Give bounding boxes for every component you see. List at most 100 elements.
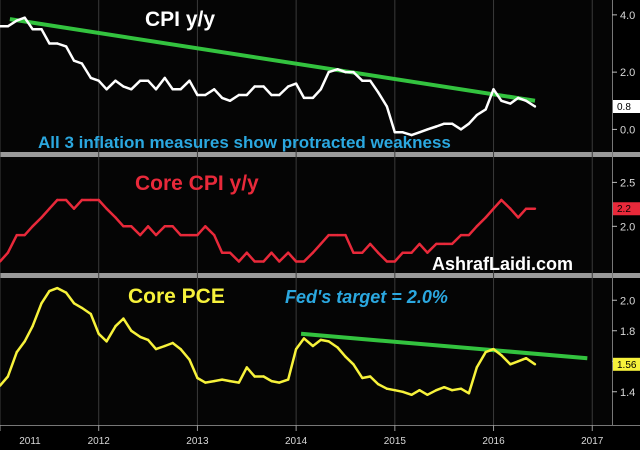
cpi-point: [517, 96, 520, 100]
cpi-point: [56, 42, 59, 45]
core-pce-point: [154, 347, 158, 351]
core-pce-point: [524, 357, 528, 360]
cpi-point: [426, 128, 429, 131]
cpi-ytick-label: 4.0: [620, 10, 635, 22]
core-cpi-point: [270, 251, 273, 254]
core-cpi-point: [72, 207, 76, 210]
core-cpi-point: [517, 216, 520, 219]
core-cpi-point: [509, 207, 512, 210]
panel-separator: [0, 273, 640, 278]
cpi-point: [122, 85, 125, 88]
cpi-point: [278, 93, 281, 97]
cpi-point: [533, 105, 537, 108]
cpi-last-value-box: [613, 100, 640, 113]
x-tick-label: 2013: [186, 436, 209, 447]
x-tick-label: 2017: [581, 436, 604, 447]
core-pce-point: [475, 366, 478, 369]
cpi-point: [245, 93, 248, 97]
cpi-point: [475, 113, 478, 117]
core-cpi-point: [484, 216, 487, 219]
cpi-point: [401, 131, 404, 134]
cpi-point: [450, 122, 454, 125]
core-cpi-point: [475, 225, 478, 228]
core-cpi-point: [31, 225, 34, 228]
cpi-title: CPI y/y: [145, 8, 215, 31]
core-pce-point: [80, 306, 84, 310]
core-pce-point: [533, 363, 537, 366]
core-cpi-point: [376, 251, 380, 254]
core-pce-point: [220, 378, 224, 381]
core-cpi-point: [237, 260, 241, 263]
core-pce-point: [163, 344, 166, 348]
cpi-point: [287, 85, 290, 88]
core-cpi-point: [163, 225, 166, 228]
core-pce-point: [393, 389, 396, 392]
core-cpi-point: [130, 225, 133, 228]
core-pce-point: [122, 317, 125, 320]
cpi-point: [130, 88, 133, 91]
cpi-point: [64, 45, 68, 48]
core-pce-point: [270, 379, 273, 383]
core-cpi-y-axis: 2.5 2.0: [612, 177, 635, 233]
cpi-ytick-label: 2.0: [620, 67, 635, 79]
cpi-chart: 4.0 2.0 0.0 CPI y/y All 3 inflation measur…: [0, 8, 640, 152]
cpi-point: [418, 131, 421, 134]
core-pce-point: [294, 347, 298, 351]
cpi-point: [40, 28, 43, 31]
core-cpi-point: [6, 251, 10, 254]
core-pce-point: [336, 346, 339, 349]
cpi-point: [204, 93, 207, 97]
core-pce-point: [418, 389, 421, 392]
panel-separator: [0, 152, 640, 157]
core-cpi-panel: [0, 157, 612, 273]
core-cpi-point: [188, 233, 191, 237]
core-cpi-ytick-label: 2.5: [620, 177, 635, 189]
core-pce-point: [352, 363, 355, 366]
core-pce-point: [327, 340, 330, 343]
core-cpi-point: [352, 251, 355, 254]
cpi-point: [89, 76, 93, 80]
cpi-point: [48, 42, 51, 45]
cpi-panel: [0, 0, 612, 152]
core-pce-last-value: 1.56: [617, 360, 637, 371]
core-cpi-point: [228, 251, 232, 254]
x-axis: 2011 2012 2013 2014 2015 2016 2017: [0, 425, 604, 447]
cpi-point: [97, 79, 100, 82]
core-cpi-point: [139, 233, 142, 237]
core-cpi-point: [426, 251, 429, 254]
x-tick-label: 2011: [19, 436, 41, 447]
cpi-point: [237, 93, 241, 97]
cpi-point: [459, 128, 463, 131]
core-cpi-data-points: [0, 198, 537, 263]
core-cpi-point: [23, 233, 26, 237]
core-cpi-point: [319, 242, 322, 246]
cpi-point: [196, 93, 199, 97]
core-cpi-point: [369, 242, 372, 246]
core-pce-point: [64, 291, 68, 294]
core-cpi-point: [114, 216, 117, 219]
cpi-point: [435, 125, 438, 128]
core-pce-point: [376, 382, 380, 386]
cpi-point: [467, 122, 471, 125]
core-cpi-point: [122, 225, 125, 228]
core-pce-point: [278, 381, 281, 384]
core-cpi-point: [450, 242, 454, 246]
core-cpi-point: [492, 207, 495, 210]
cpi-point: [146, 79, 150, 82]
core-cpi-point: [105, 207, 108, 210]
cpi-point: [352, 70, 355, 74]
core-pce-point: [262, 375, 265, 378]
core-cpi-point: [15, 233, 18, 237]
core-pce-ytick-label: 1.4: [620, 387, 635, 399]
core-pce-data-points: [0, 286, 537, 396]
cpi-last-value-badge: 0.8: [613, 100, 640, 113]
core-cpi-point: [0, 260, 2, 263]
core-cpi-chart: 2.5 2.0 Core CPI y/y AshrafLaidi.com 2.2: [0, 172, 640, 274]
cpi-point: [253, 85, 256, 88]
core-pce-point: [410, 393, 413, 396]
cpi-point: [344, 70, 347, 74]
core-cpi-point: [56, 198, 59, 202]
core-pce-point: [500, 354, 503, 357]
core-pce-point: [97, 332, 100, 335]
x-tick-label: 2012: [88, 436, 111, 447]
